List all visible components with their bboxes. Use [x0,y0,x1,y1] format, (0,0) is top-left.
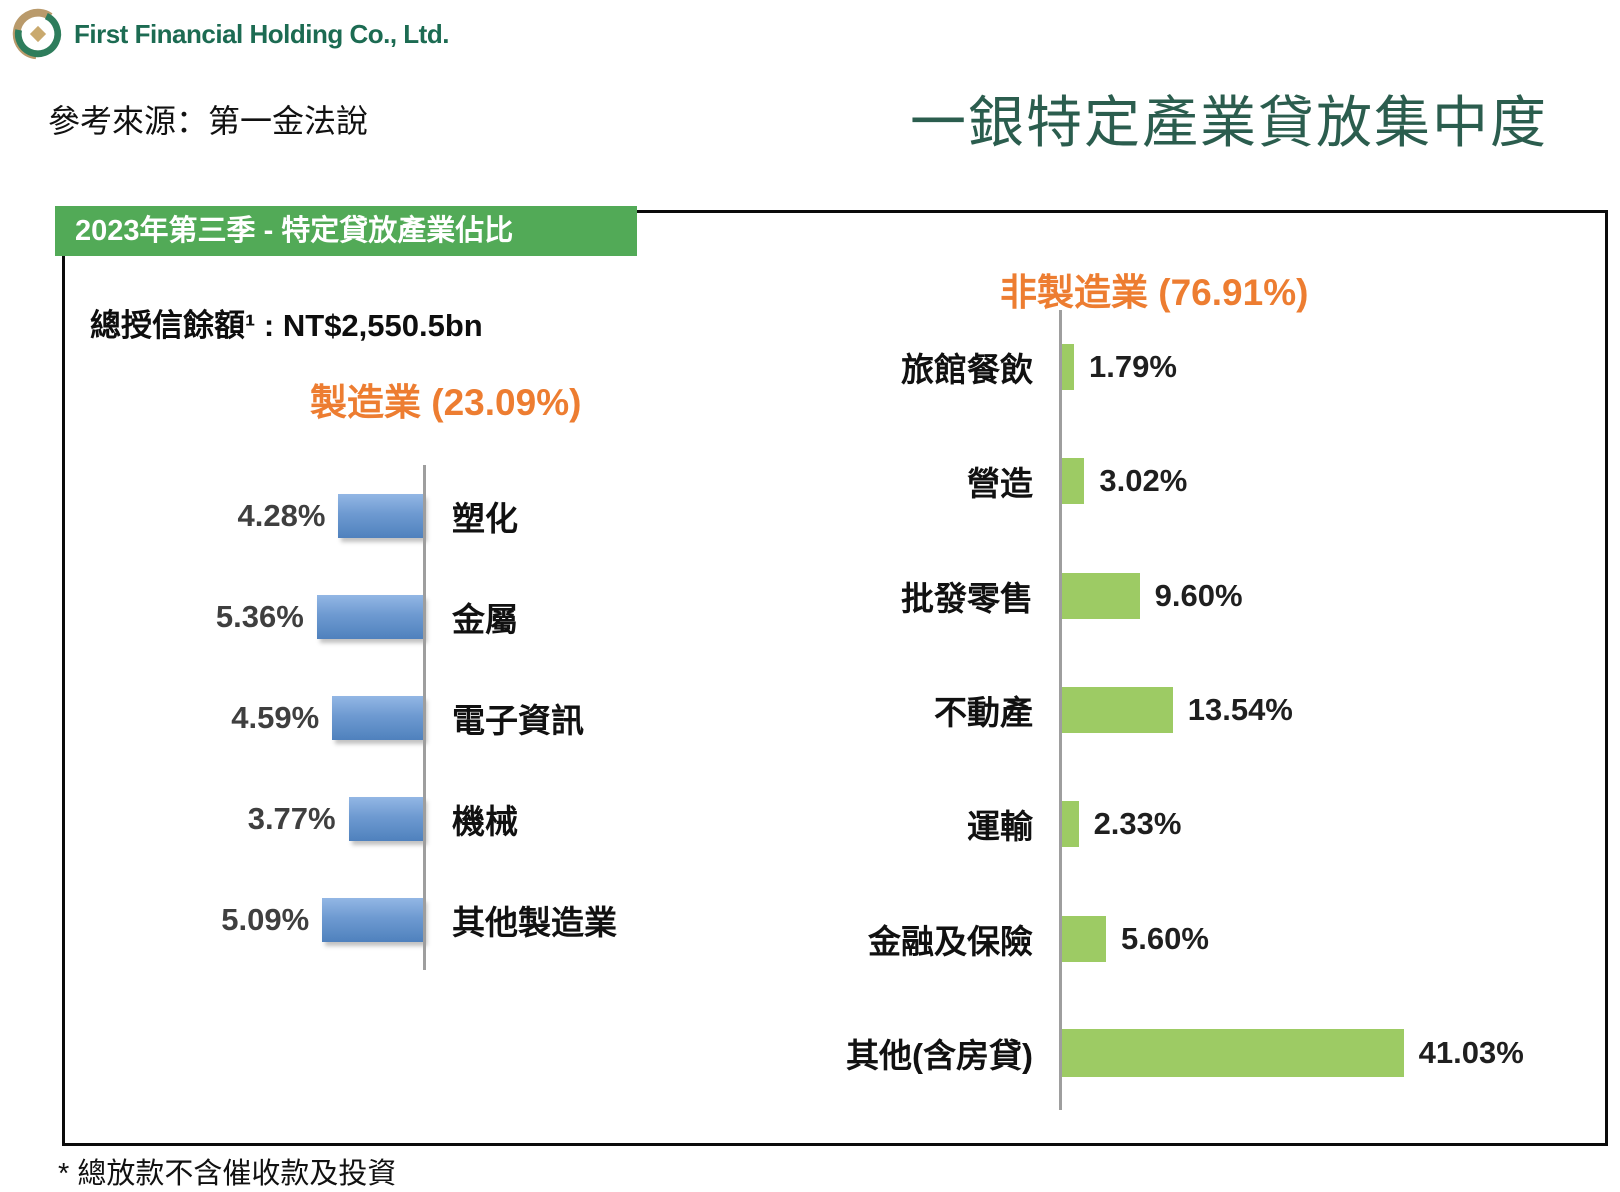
bar-zone: 1.79% [1059,344,1177,391]
manufacturing-bar-row: 4.59% 電子資訊 [100,667,740,768]
bar-category-label: 營造 [967,465,1033,503]
bar-value-label: 13.54% [1187,692,1293,728]
bar-category-label: 機械 [452,802,518,840]
bar-zone: 5.36% [100,594,424,639]
non-manufacturing-bar-row: 旅館餐飲 1.79% [820,310,1580,424]
bar-1 [316,594,424,639]
non-manufacturing-axis-line [1059,310,1062,1110]
bar-6 [1059,1028,1404,1077]
bar-2 [332,695,424,740]
bar-value-label: 9.60% [1154,577,1243,613]
bar-4 [1059,801,1079,848]
bar-category-label: 塑化 [452,499,518,537]
bar-value-label: 2.33% [1093,806,1182,842]
bar-value-label: 5.36% [215,598,304,634]
bar-4 [322,897,424,942]
bar-category-label: 其他(含房貸) [846,1036,1033,1074]
manufacturing-group-header: 製造業 (23.09%) [310,382,582,423]
non-manufacturing-bar-row: 金融及保險 5.60% [820,881,1580,995]
company-name: First Financial Holding Co., Ltd. [74,18,449,49]
bar-0 [338,493,424,538]
chart-banner-title: 2023年第三季 - 特定貸放產業佔比 [55,206,637,256]
bar-category-label: 批發零售 [901,579,1033,617]
bar-zone: 5.60% [1059,915,1209,962]
manufacturing-axis-line [423,465,426,970]
bar-3 [1059,687,1173,734]
bar-zone: 41.03% [1059,1028,1524,1077]
non-manufacturing-bar-row: 其他(含房貸) 41.03% [820,996,1580,1110]
bar-category-label: 金融及保險 [868,922,1033,960]
bar-5 [1059,915,1107,962]
footnote: * 總放款不含催收款及投資 [58,1158,397,1190]
non-manufacturing-bar-row: 批發零售 9.60% [820,539,1580,653]
bar-category-label: 其他製造業 [452,903,617,941]
non-manufacturing-chart: 旅館餐飲 1.79% 營造 3.02% 批發零售 9.60% 不動產 13.54% 運輸 2.33… [820,310,1580,1110]
non-manufacturing-bar-row: 營造 3.02% [820,424,1580,538]
non-manufacturing-bar-row: 運輸 2.33% [820,767,1580,881]
bar-zone: 3.02% [1059,458,1188,505]
bar-zone: 9.60% [1059,572,1243,619]
first-financial-logo-icon [12,8,64,60]
manufacturing-chart: 4.28% 塑化 5.36% 金屬 4.59% 電子資訊 3.77% 機械 5.09% 其他製造業 [100,465,740,970]
chart-container-box [62,210,1608,1146]
bar-value-label: 3.77% [247,800,336,836]
bar-zone: 13.54% [1059,687,1293,734]
bar-value-label: 5.60% [1121,920,1209,956]
bar-value-label: 41.03% [1418,1034,1524,1070]
bar-value-label: 1.79% [1089,349,1177,385]
bar-zone: 4.59% [100,695,424,740]
bar-value-label: 5.09% [221,901,310,937]
bar-category-label: 旅館餐飲 [901,351,1033,389]
bar-zone: 5.09% [100,897,424,942]
bar-category-label: 運輸 [967,808,1033,846]
bar-category-label: 不動產 [934,694,1033,732]
manufacturing-bar-row: 5.09% 其他製造業 [100,869,740,970]
bar-0 [1059,344,1075,391]
bar-value-label: 3.02% [1099,463,1188,499]
bar-category-label: 電子資訊 [452,701,584,739]
bar-zone: 3.77% [100,796,424,841]
non-manufacturing-group-header: 非製造業 (76.91%) [1000,272,1309,313]
manufacturing-bar-row: 4.28% 塑化 [100,465,740,566]
bar-value-label: 4.28% [237,497,326,533]
total-credit-balance: 總授信餘額¹ : NT$2,550.5bn [90,308,483,343]
bar-category-label: 金屬 [452,600,518,638]
page-title: 一銀特定產業貸放集中度 [910,91,1548,156]
bar-1 [1059,458,1085,505]
manufacturing-bar-row: 3.77% 機械 [100,768,740,869]
source-reference: 參考來源：第一金法說 [48,103,369,139]
bar-zone: 2.33% [1059,801,1182,848]
non-manufacturing-bar-row: 不動產 13.54% [820,653,1580,767]
bar-3 [348,796,424,841]
manufacturing-bar-row: 5.36% 金屬 [100,566,740,667]
bar-value-label: 4.59% [231,699,320,735]
bar-zone: 4.28% [100,493,424,538]
company-logo: First Financial Holding Co., Ltd. [12,8,449,60]
bar-2 [1059,572,1140,619]
